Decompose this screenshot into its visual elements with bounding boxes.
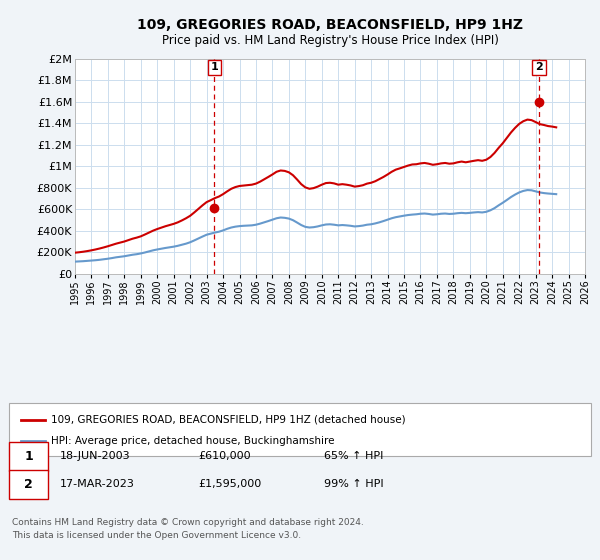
Text: Price paid vs. HM Land Registry's House Price Index (HPI): Price paid vs. HM Land Registry's House … (161, 34, 499, 47)
Text: 99% ↑ HPI: 99% ↑ HPI (324, 479, 383, 489)
Text: 109, GREGORIES ROAD, BEACONSFIELD, HP9 1HZ: 109, GREGORIES ROAD, BEACONSFIELD, HP9 1… (137, 18, 523, 32)
Text: Contains HM Land Registry data © Crown copyright and database right 2024.
This d: Contains HM Land Registry data © Crown c… (12, 519, 364, 540)
Text: 65% ↑ HPI: 65% ↑ HPI (324, 451, 383, 461)
Text: 17-MAR-2023: 17-MAR-2023 (60, 479, 135, 489)
Text: 2: 2 (535, 62, 543, 72)
Text: 109, GREGORIES ROAD, BEACONSFIELD, HP9 1HZ (detached house): 109, GREGORIES ROAD, BEACONSFIELD, HP9 1… (51, 415, 406, 425)
Text: £610,000: £610,000 (198, 451, 251, 461)
Text: HPI: Average price, detached house, Buckinghamshire: HPI: Average price, detached house, Buck… (51, 436, 335, 446)
Text: £1,595,000: £1,595,000 (198, 479, 261, 489)
Text: 1: 1 (211, 62, 218, 72)
Text: 18-JUN-2003: 18-JUN-2003 (60, 451, 131, 461)
Text: 2: 2 (25, 478, 33, 491)
Text: 1: 1 (25, 450, 33, 463)
